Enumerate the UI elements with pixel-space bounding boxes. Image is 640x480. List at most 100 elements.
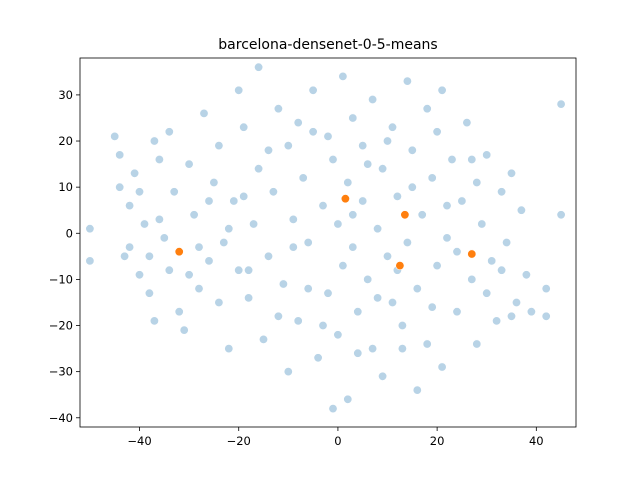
point xyxy=(214,297,224,307)
point xyxy=(412,385,422,395)
point xyxy=(164,265,174,275)
point xyxy=(541,284,551,294)
point xyxy=(477,219,487,229)
point xyxy=(149,316,159,326)
point xyxy=(263,145,273,155)
point xyxy=(506,311,516,321)
y-tick-label: −30 xyxy=(49,365,73,379)
y-tick-label: −40 xyxy=(49,411,73,425)
point xyxy=(387,122,397,132)
point xyxy=(511,297,521,307)
point xyxy=(239,122,249,132)
point xyxy=(452,307,462,317)
point xyxy=(447,155,457,165)
point xyxy=(234,85,244,95)
point xyxy=(254,62,264,72)
x-tick-label: 20 xyxy=(430,434,445,448)
point xyxy=(343,394,353,404)
y-tick-label: 0 xyxy=(66,226,73,240)
point xyxy=(184,159,194,169)
point xyxy=(318,201,328,211)
point xyxy=(348,113,358,123)
point xyxy=(144,251,154,261)
centroid-point xyxy=(174,247,184,257)
point xyxy=(115,150,125,160)
point xyxy=(333,330,343,340)
point xyxy=(194,242,204,252)
point xyxy=(467,274,477,284)
point xyxy=(258,334,268,344)
point xyxy=(556,99,566,109)
point xyxy=(293,118,303,128)
point xyxy=(308,127,318,137)
point xyxy=(422,104,432,114)
point xyxy=(244,293,254,303)
point xyxy=(427,173,437,183)
x-tick-label: −40 xyxy=(127,434,151,448)
point xyxy=(239,191,249,201)
point xyxy=(472,178,482,188)
point xyxy=(497,265,507,275)
point xyxy=(130,168,140,178)
point xyxy=(204,256,214,266)
axes-layer: −40 −20 0 20 40 −40 −30 −20 −10 0 10 20 30 xyxy=(49,88,544,448)
point xyxy=(373,224,383,234)
point xyxy=(378,164,388,174)
point xyxy=(110,131,120,141)
point xyxy=(358,141,368,151)
point xyxy=(313,353,323,363)
point xyxy=(462,118,472,128)
point xyxy=(214,141,224,151)
x-tick-label: −20 xyxy=(227,434,251,448)
centroid-point xyxy=(395,261,405,271)
x-tick-label: 0 xyxy=(334,434,341,448)
point xyxy=(407,145,417,155)
point xyxy=(288,242,298,252)
point xyxy=(422,339,432,349)
y-tick-label: 10 xyxy=(58,180,73,194)
point xyxy=(323,288,333,298)
point xyxy=(333,219,343,229)
point xyxy=(353,348,363,358)
points-layer xyxy=(85,62,566,414)
point xyxy=(229,196,239,206)
point xyxy=(149,136,159,146)
point xyxy=(189,210,199,220)
point xyxy=(452,247,462,257)
point xyxy=(387,297,397,307)
point xyxy=(288,214,298,224)
point xyxy=(308,85,318,95)
x-tick-label: 40 xyxy=(529,434,544,448)
point xyxy=(506,168,516,178)
point xyxy=(209,178,219,188)
point xyxy=(328,404,338,414)
y-tick-label: −20 xyxy=(49,319,73,333)
point xyxy=(437,85,447,95)
point xyxy=(244,265,254,275)
point xyxy=(363,159,373,169)
point xyxy=(293,316,303,326)
point xyxy=(482,288,492,298)
point xyxy=(263,251,273,261)
point xyxy=(323,131,333,141)
point xyxy=(368,95,378,105)
point xyxy=(392,191,402,201)
point xyxy=(363,274,373,284)
point xyxy=(348,210,358,220)
point xyxy=(125,242,135,252)
point xyxy=(487,256,497,266)
point xyxy=(373,293,383,303)
point xyxy=(164,127,174,137)
point xyxy=(368,344,378,354)
point xyxy=(516,205,526,215)
point xyxy=(432,261,442,271)
point xyxy=(249,219,259,229)
point xyxy=(457,196,467,206)
point xyxy=(298,173,308,183)
point xyxy=(219,238,229,248)
point xyxy=(378,371,388,381)
point xyxy=(417,210,427,220)
point xyxy=(234,265,244,275)
y-tick-label: −10 xyxy=(49,272,73,286)
